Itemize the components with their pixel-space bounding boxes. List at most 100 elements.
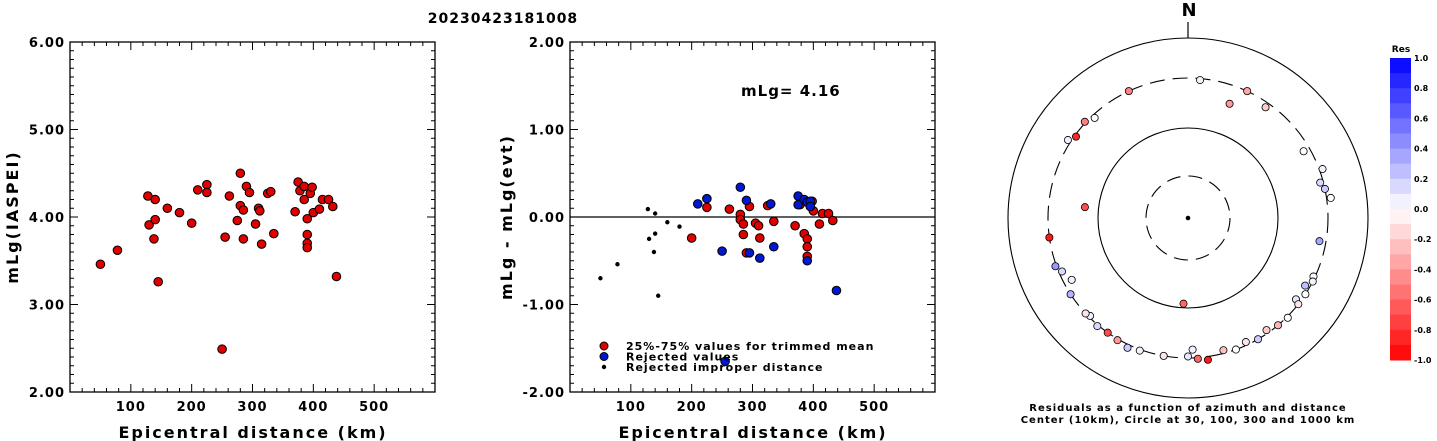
station-magnitude-point	[302, 242, 313, 253]
rejected-value-point	[717, 246, 727, 256]
trimmed-mean-point	[768, 216, 779, 227]
plot1-ylabel: mLg(IASPEI)	[3, 150, 22, 283]
plot2-y-tick-label: 1.00	[529, 124, 565, 139]
station-residual-marker	[1051, 262, 1060, 271]
station-residual-marker	[1063, 136, 1072, 145]
station-residual-marker	[1316, 178, 1325, 187]
colorbar-segment	[1390, 163, 1411, 180]
station-residual-marker	[1273, 321, 1282, 330]
colorbar-segment	[1390, 329, 1411, 346]
station-magnitude-point	[238, 234, 249, 244]
rejected-distance-point	[652, 231, 658, 236]
trimmed-mean-point	[790, 220, 800, 231]
trimmed-mean-point	[828, 215, 838, 226]
plot2-x-tick-label: 500	[859, 400, 889, 415]
colorbar-tick-label: -0.8	[1414, 326, 1432, 335]
rejected-value-point	[741, 195, 752, 206]
station-magnitude-point	[254, 206, 265, 216]
station-magnitude-point	[302, 213, 313, 224]
trimmed-mean-point	[724, 204, 735, 214]
station-magnitude-point	[217, 344, 227, 354]
colorbar-segment	[1390, 133, 1411, 150]
colorbar-segment	[1390, 88, 1411, 104]
plot1-x-tick-label: 400	[298, 400, 328, 415]
station-magnitude-point	[149, 234, 159, 244]
station-magnitude-point	[95, 259, 106, 270]
mlg-annotation: mLg= 4.16	[741, 82, 841, 100]
station-residual-marker	[1066, 290, 1075, 299]
trimmed-mean-point	[802, 234, 813, 244]
colorbar-tick-label: 0.6	[1414, 114, 1429, 123]
trimmed-mean-point	[702, 202, 712, 213]
station-magnitude-point	[224, 191, 235, 201]
station-residual-marker	[1318, 165, 1327, 174]
plot1-y-tick-label: 5.00	[29, 124, 65, 139]
colorbar-segment	[1390, 178, 1411, 195]
colorbar-tick-label: 0.2	[1414, 175, 1428, 184]
station-residual-marker	[1219, 346, 1228, 355]
station-residual-marker	[1262, 326, 1271, 335]
colorbar-segment	[1390, 193, 1411, 210]
station-magnitude-point	[299, 194, 310, 205]
station-residual-marker	[1058, 267, 1067, 276]
colorbar-segment	[1390, 58, 1411, 74]
plot2-legend: 25%-75% values for trimmed meanRejected …	[599, 340, 873, 374]
plot2-y-tick-label: -1.00	[523, 299, 565, 314]
trimmed-mean-point	[814, 219, 825, 229]
station-magnitude-point	[307, 182, 317, 193]
plot2-y-tick-label: 2.00	[529, 36, 565, 51]
trimmed-mean-point	[753, 220, 764, 231]
station-residual-marker	[1090, 113, 1099, 122]
station-residual-marker	[1093, 322, 1102, 331]
center-marker	[1185, 215, 1191, 221]
plot1-y-tick-label: 2.00	[29, 386, 65, 401]
station-residual-marker	[1261, 103, 1270, 112]
station-residual-marker	[1203, 355, 1212, 364]
plot2-x-tick-label: 100	[616, 400, 646, 415]
residual-colorbar: 1.0 0.8 0.6 0.4 0.2 0.0 -0.2 -0.4 -0.6 -0.8 -1.0	[1390, 54, 1432, 365]
colorbar-tick-label: -0.2	[1414, 235, 1432, 244]
station-residual-marker	[1243, 87, 1252, 96]
station-magnitude-point	[250, 219, 261, 229]
station-magnitude-point	[244, 187, 255, 198]
plot1-x-tick-label: 100	[116, 400, 146, 415]
station-magnitude-point	[256, 239, 267, 249]
plot1-x-tick-label: 500	[359, 400, 389, 415]
station-residual-marker	[1124, 87, 1133, 96]
station-residual-marker	[1071, 132, 1080, 141]
colorbar-segment	[1390, 148, 1411, 165]
station-magnitude-point	[238, 205, 249, 215]
station-magnitude-point	[174, 207, 185, 218]
colorbar-tick-label: 0.8	[1414, 84, 1429, 93]
station-magnitude-point	[150, 194, 160, 205]
plot1-x-tick-label: 300	[237, 400, 267, 415]
panel-magnitude-vs-distance: mLg(IASPEI) Epicentral distance (km) 100…	[3, 36, 436, 441]
plot1-y-tick-label: 6.00	[29, 36, 65, 51]
station-magnitude-point	[150, 214, 160, 225]
trimmed-mean-point	[823, 208, 834, 219]
rejected-value-point	[831, 285, 842, 296]
rejected-value-point	[720, 356, 730, 367]
colorbar-tick-label: 1.0	[1414, 54, 1429, 63]
station-residual-marker	[1231, 345, 1240, 354]
station-residual-marker	[1184, 352, 1193, 361]
plot1-frame	[69, 41, 436, 393]
panel-residual-vs-distance: mLg - mLg(evt) Epicentral distance (km) …	[497, 36, 936, 441]
station-residual-marker	[1326, 193, 1335, 202]
station-residual-marker	[1320, 184, 1329, 193]
station-residual-marker	[1080, 117, 1089, 126]
station-magnitude-point	[112, 245, 123, 256]
rejected-value-point	[805, 201, 816, 212]
trimmed-mean-point	[738, 229, 749, 240]
station-residual-marker	[1283, 313, 1292, 322]
station-residual-marker	[1315, 237, 1324, 246]
station-magnitude-point	[302, 229, 313, 240]
colorbar-segment	[1390, 269, 1411, 285]
rejected-distance-point	[652, 211, 658, 216]
plot2-x-tick-label: 200	[677, 400, 707, 415]
colorbar-tick-label: -1.0	[1414, 356, 1432, 365]
plot1-y-tick-label: 4.00	[29, 211, 65, 226]
station-magnitude-point	[331, 271, 342, 282]
station-magnitude-point	[162, 203, 173, 214]
